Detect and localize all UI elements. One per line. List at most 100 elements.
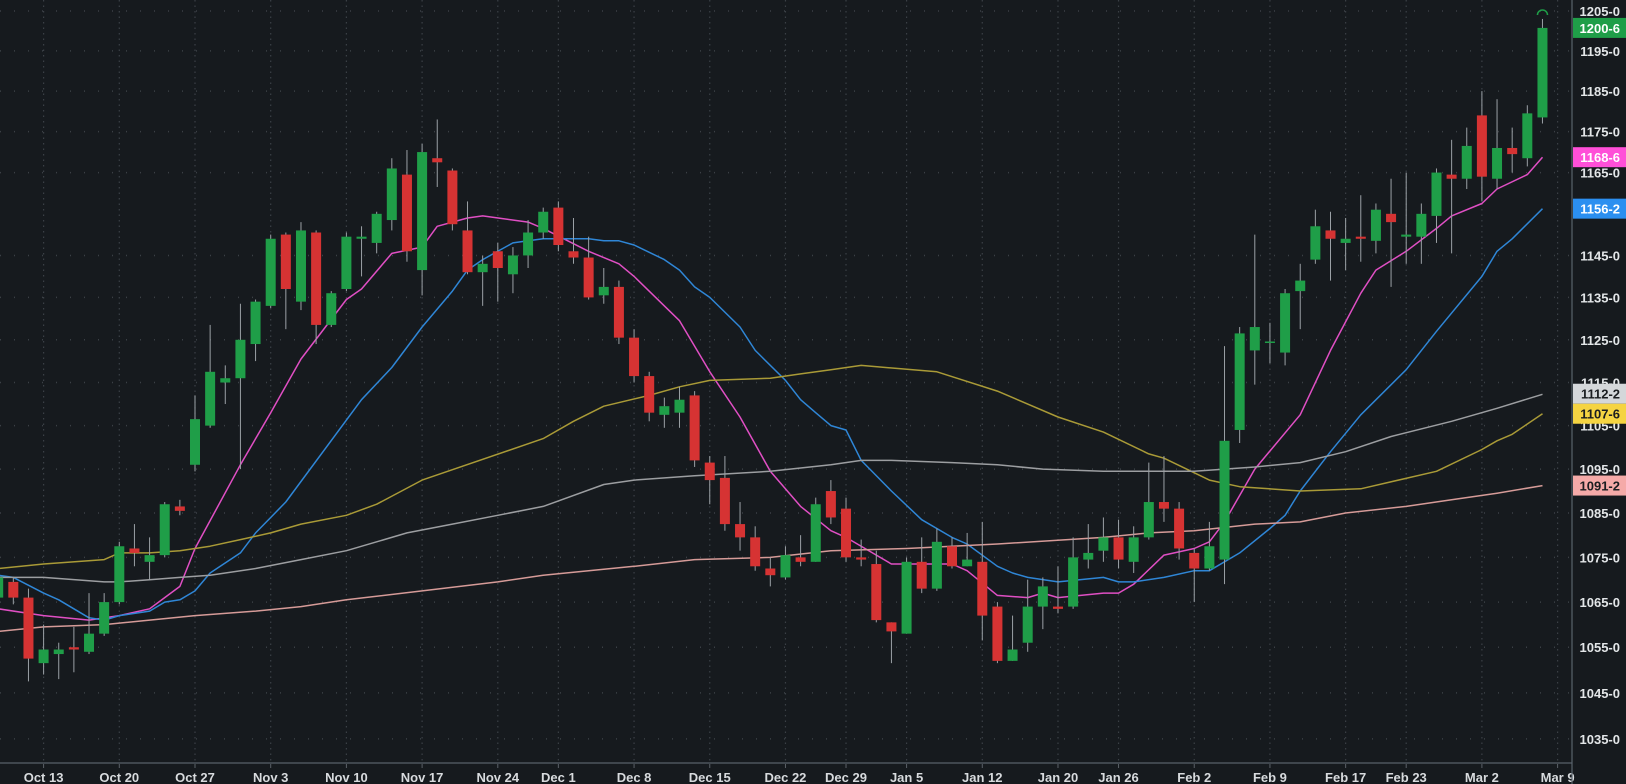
candle-body — [553, 207, 564, 246]
candle-body — [1401, 234, 1412, 237]
moving-average-line — [0, 393, 1543, 583]
candle-body — [1143, 502, 1154, 538]
candle — [1249, 234, 1260, 385]
candle-body — [1416, 213, 1427, 237]
candle-body — [523, 232, 534, 256]
candle-body — [568, 251, 579, 258]
candle — [901, 557, 912, 634]
y-axis[interactable]: 1205-0 1195-0 1185-0 1175-0 1165-0 1145-0 1135… — [1571, 0, 1620, 784]
candle-body — [916, 561, 927, 589]
candle — [1416, 203, 1427, 264]
candle — [1325, 211, 1336, 281]
y-tick-label: 1135-0 — [1580, 290, 1620, 305]
price-badge-background — [1573, 403, 1626, 424]
y-tick-label: 1045-0 — [1580, 686, 1620, 701]
candle-body — [962, 559, 973, 567]
candle — [174, 499, 185, 516]
y-tick-label: 1175-0 — [1580, 125, 1620, 140]
candle-body — [84, 633, 95, 652]
candle-body — [871, 564, 882, 621]
candle-body — [205, 371, 216, 426]
candle — [765, 557, 776, 587]
price-badge-label: 1168-6 — [1580, 150, 1620, 165]
candle — [1507, 127, 1518, 173]
candle — [1295, 263, 1306, 330]
candle — [1461, 127, 1472, 190]
high-marker-icon — [1536, 9, 1549, 16]
candle — [704, 456, 715, 505]
candle — [462, 201, 473, 275]
candle — [507, 247, 518, 294]
price-badge: 1168-6 — [1573, 147, 1626, 168]
candle — [553, 201, 564, 252]
candle — [1068, 537, 1079, 609]
y-tick-label: 1085-0 — [1580, 506, 1620, 521]
candle — [447, 168, 458, 231]
price-badge-background — [1573, 17, 1626, 38]
moving-average-line — [0, 208, 1544, 621]
candle-body — [750, 537, 761, 567]
candle — [401, 150, 412, 262]
candle-body — [356, 236, 367, 239]
candle-body — [38, 649, 49, 664]
candle-body — [629, 337, 640, 377]
candle — [23, 588, 34, 682]
y-tick-label: 1075-0 — [1580, 550, 1620, 565]
candle — [1401, 172, 1412, 264]
candle-body — [1264, 341, 1275, 343]
candle-body — [1537, 27, 1548, 118]
price-badge-label: 1156-2 — [1580, 202, 1620, 217]
y-tick-label: 1065-0 — [1580, 595, 1620, 610]
price-badge-label: 1107-6 — [1580, 407, 1620, 422]
candle — [1158, 456, 1169, 522]
candle — [583, 236, 594, 300]
candle-body — [704, 462, 715, 481]
candle — [326, 291, 337, 328]
y-tick-label: 1185-0 — [1580, 84, 1620, 99]
x-tick-label: Mar 9 — [1541, 770, 1575, 784]
candle-body — [1098, 537, 1109, 551]
candle-body — [447, 170, 458, 225]
candle — [84, 593, 95, 655]
price-badge: 1200-6 — [1573, 17, 1626, 38]
candle-body — [598, 286, 609, 296]
candle — [190, 395, 200, 472]
candle — [1174, 502, 1185, 560]
candle-body — [719, 477, 730, 525]
candle-body — [1083, 552, 1094, 560]
candle-body — [1370, 209, 1381, 241]
candle-body — [190, 419, 200, 465]
candle-body — [1204, 546, 1215, 569]
candle — [265, 234, 276, 308]
candle-body — [1522, 113, 1533, 159]
candle-body — [780, 555, 791, 578]
candle — [356, 226, 367, 277]
x-tick-label: Nov 24 — [476, 770, 519, 784]
y-tick-label: 1095-0 — [1580, 462, 1620, 477]
candle — [1143, 462, 1154, 540]
x-tick-label: Oct 13 — [24, 770, 64, 784]
candle-body — [613, 286, 624, 338]
candle-body — [841, 508, 852, 558]
price-badge-background — [1573, 198, 1626, 219]
candle-body — [417, 152, 428, 271]
candle — [629, 329, 640, 383]
candle-body — [947, 546, 957, 567]
candle-body — [507, 255, 518, 275]
price-badge: 1112-2 — [1573, 383, 1626, 404]
x-axis[interactable]: Oct 13 Oct 20 Oct 27 Nov 3 Nov 10 Nov 17 Nov 2… — [0, 762, 1575, 784]
candles — [0, 18, 1548, 682]
candle-body — [1249, 327, 1260, 351]
x-tick-label: Oct 27 — [175, 770, 215, 784]
candle — [841, 497, 852, 562]
candle — [1037, 577, 1048, 630]
candle — [523, 220, 534, 269]
candle — [659, 397, 670, 428]
x-tick-label: Dec 29 — [825, 770, 867, 784]
candle — [780, 546, 791, 580]
candle — [1431, 168, 1442, 243]
candle — [1083, 524, 1094, 569]
x-tick-label: Nov 10 — [325, 770, 368, 784]
x-tick-label: Dec 8 — [617, 770, 652, 784]
